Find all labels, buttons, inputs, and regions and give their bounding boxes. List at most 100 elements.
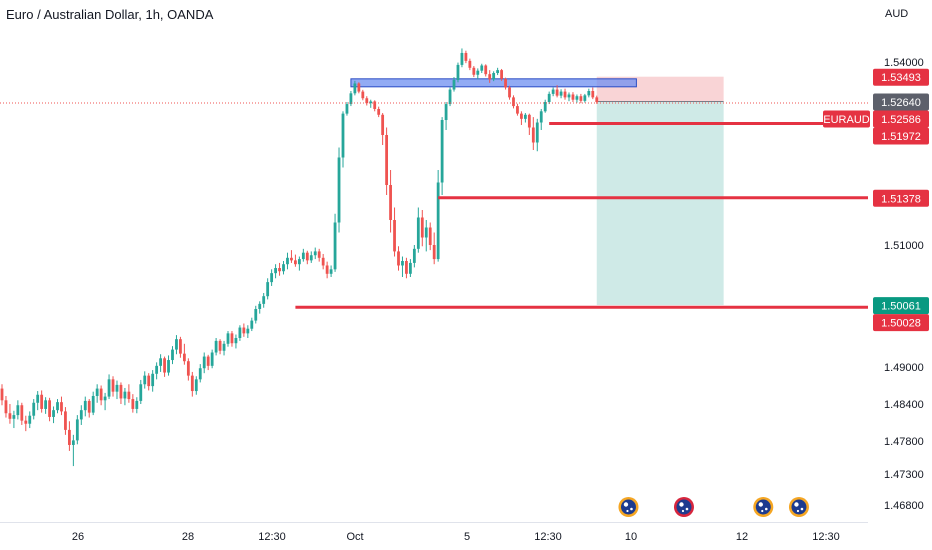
price-tag-label: 1.51378 — [881, 193, 921, 205]
candle-body — [119, 384, 123, 399]
candle-body — [48, 400, 51, 417]
candle-body — [111, 379, 115, 392]
candle-body — [202, 356, 206, 369]
candle-body — [64, 411, 67, 430]
flag-star — [681, 509, 685, 513]
candle-body — [56, 402, 59, 411]
candle-body — [377, 108, 381, 115]
candle-body — [167, 360, 170, 373]
candle-body — [555, 89, 559, 96]
price-tag-bg — [873, 110, 929, 128]
candle-body — [258, 303, 262, 309]
candle-body — [595, 97, 599, 103]
candle-body — [71, 440, 75, 445]
candle-body — [40, 394, 44, 409]
candle-body — [83, 400, 87, 411]
flag-detail — [679, 502, 684, 507]
x-tick-label: 12 — [736, 531, 748, 543]
candle-body — [381, 114, 385, 135]
x-tick-label: 5 — [464, 531, 470, 543]
price-tag-bg — [873, 297, 929, 315]
candle-body — [186, 361, 190, 376]
candle-body — [496, 70, 500, 74]
candle-body — [270, 273, 274, 283]
candle-body — [440, 120, 444, 183]
candle-body — [393, 220, 396, 252]
y-tick-label: 1.47300 — [884, 469, 924, 481]
candle-body — [44, 400, 48, 409]
candle-body — [87, 400, 91, 413]
price-tag-label: 1.53493 — [881, 72, 921, 84]
candle-body — [155, 365, 159, 374]
x-tick-label: 12:30 — [258, 531, 286, 543]
candle-body — [139, 384, 143, 401]
flag-star — [630, 507, 633, 511]
candle-body — [60, 402, 63, 412]
candle-body — [444, 104, 448, 120]
candle-body — [301, 252, 305, 260]
candle-body — [218, 340, 222, 351]
candle-body — [294, 260, 297, 265]
flag-detail — [758, 502, 763, 507]
candle-body — [131, 399, 135, 409]
candle-body — [242, 327, 246, 334]
y-tick-label: 1.48400 — [884, 399, 924, 411]
candle-body — [349, 93, 353, 105]
x-tick-label: 26 — [72, 531, 84, 543]
candle-body — [226, 333, 230, 344]
candle-body — [95, 388, 99, 396]
candle-body — [147, 375, 151, 387]
symbol-tag-label: EURAUD — [823, 114, 870, 126]
flag-inner — [791, 499, 807, 515]
candle-body — [8, 413, 12, 419]
y-tick-label: 1.54000 — [884, 57, 924, 69]
candle-body — [190, 375, 194, 392]
candle-body — [274, 268, 277, 274]
candle-body — [559, 91, 563, 96]
candle-body — [313, 251, 317, 256]
price-tags: 1.53493 1.52640 1.52586 EURAUD 1.51972 1.5137… — [823, 68, 929, 332]
candle-body — [135, 400, 139, 409]
event-markers[interactable] — [618, 497, 809, 517]
candle-body — [290, 257, 293, 261]
candle-body — [262, 296, 266, 304]
candle-body — [143, 375, 147, 385]
candle-body — [472, 67, 476, 75]
candle-body — [385, 135, 389, 185]
flag-star — [626, 509, 629, 513]
candle-body — [448, 89, 452, 105]
price-tag-bg — [873, 189, 929, 207]
price-tag-bg — [873, 127, 929, 145]
candle-body — [309, 255, 313, 261]
candle-body — [278, 268, 281, 272]
x-tick-label: 12:30 — [812, 531, 840, 543]
candle-body — [468, 60, 472, 68]
candle-body — [500, 70, 503, 79]
candle-body — [103, 396, 107, 401]
candle-body — [456, 64, 460, 80]
candle-body — [0, 388, 4, 401]
candle-body — [464, 52, 468, 61]
candle-body — [325, 265, 329, 274]
candle-body — [52, 410, 55, 417]
candle-body — [182, 353, 186, 362]
candle-body — [163, 358, 166, 373]
candle-body — [432, 245, 436, 260]
candle-body — [527, 114, 531, 128]
x-axis[interactable]: 26 28 12:30 Oct 5 12:30 10 12 12:30 — [72, 531, 840, 543]
candle-body — [115, 384, 119, 392]
candle-body — [523, 114, 527, 119]
candle-body — [107, 379, 111, 397]
candle-body — [175, 339, 178, 350]
price-tag-bg — [873, 68, 929, 86]
candle-body — [551, 89, 555, 94]
candle-body — [305, 252, 309, 261]
candle-body — [428, 227, 432, 245]
candle-body — [412, 248, 416, 263]
candle-body — [539, 111, 543, 123]
candle-body — [531, 127, 535, 143]
support-levels — [295, 122, 868, 309]
candle-body — [250, 320, 254, 329]
price-tag-bg — [873, 314, 929, 332]
